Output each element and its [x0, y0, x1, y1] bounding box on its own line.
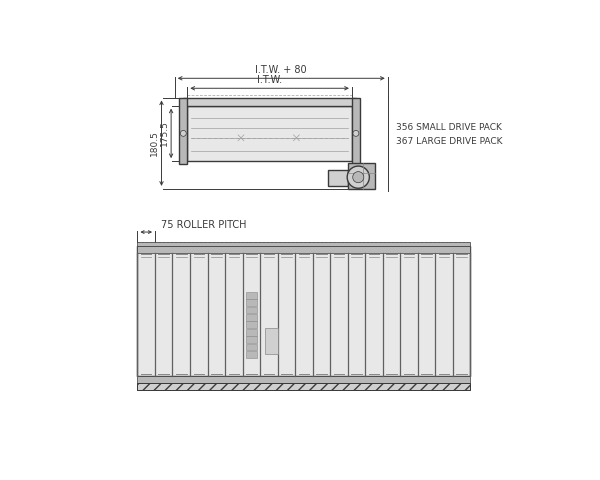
Bar — [265, 328, 278, 354]
Bar — [246, 329, 257, 336]
Text: 356 SMALL DRIVE PACK: 356 SMALL DRIVE PACK — [396, 123, 502, 132]
Text: 175.5: 175.5 — [160, 120, 169, 146]
Bar — [246, 300, 257, 306]
Bar — [246, 314, 257, 321]
Bar — [137, 383, 470, 390]
Bar — [179, 97, 187, 164]
Text: I.T.W.: I.T.W. — [257, 75, 282, 85]
Bar — [246, 307, 257, 313]
Text: 367 LARGE DRIVE PACK: 367 LARGE DRIVE PACK — [396, 137, 502, 146]
Bar — [352, 97, 360, 164]
Circle shape — [347, 166, 370, 188]
Text: 180.5: 180.5 — [149, 130, 158, 156]
Bar — [187, 106, 352, 161]
Circle shape — [181, 131, 186, 136]
Bar — [246, 336, 257, 343]
Bar — [137, 383, 470, 390]
Bar — [246, 351, 257, 358]
Bar — [137, 246, 470, 253]
Bar — [246, 344, 257, 350]
Bar — [137, 246, 470, 376]
Text: I.T.W. + 80: I.T.W. + 80 — [256, 65, 307, 75]
Text: 75 ROLLER PITCH: 75 ROLLER PITCH — [161, 220, 246, 230]
Bar — [348, 163, 375, 189]
Circle shape — [353, 131, 359, 136]
Bar — [183, 97, 356, 106]
Bar — [328, 170, 348, 186]
Bar — [137, 242, 470, 246]
Bar — [246, 322, 257, 328]
Circle shape — [353, 172, 364, 183]
Bar — [246, 292, 257, 299]
Bar — [137, 376, 470, 383]
